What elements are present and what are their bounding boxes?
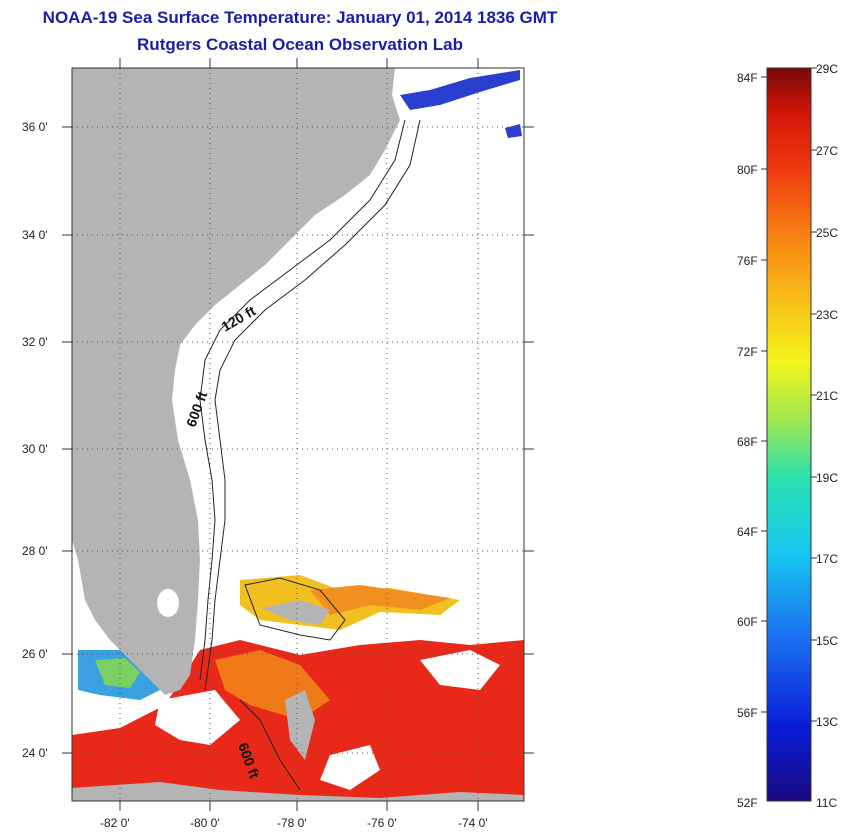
- map-title: NOAA-19 Sea Surface Temperature: January…: [42, 8, 558, 27]
- lake: [157, 589, 179, 617]
- contour-bahamas: [244, 577, 346, 641]
- bahamas-island: [262, 600, 330, 625]
- map-area: [72, 68, 524, 801]
- colorbar-f-label: 84F: [737, 71, 758, 85]
- colorbar-f-label: 68F: [737, 435, 758, 449]
- contour-600ft: [204, 119, 421, 691]
- cloud-patch-2: [320, 745, 380, 790]
- map-subtitle: Rutgers Coastal Ocean Observation Lab: [137, 35, 463, 54]
- contour-120ft: [199, 119, 406, 681]
- colorbar-c-label: 17C: [816, 552, 838, 566]
- colorbar: [766, 67, 812, 802]
- lon-label: -78 0': [277, 816, 307, 830]
- green-water-patch: [95, 658, 140, 688]
- colorbar-c-label: 27C: [816, 144, 838, 158]
- colorbar-c-label: 11C: [816, 796, 837, 810]
- colorbar-f-label: 60F: [737, 615, 758, 629]
- land-mass: [72, 68, 400, 695]
- colorbar-f-label: 52F: [737, 796, 758, 810]
- map-grid: [72, 68, 524, 801]
- lon-label: -80 0': [190, 816, 220, 830]
- map-frame: [71, 67, 525, 802]
- contour-south: [239, 699, 301, 791]
- lon-label: -76 0': [367, 816, 397, 830]
- cloud-patch-3: [420, 650, 500, 690]
- colorbar-c-label: 13C: [816, 715, 838, 729]
- colorbar-f-label: 72F: [737, 345, 758, 359]
- colorbar-f-label: 56F: [737, 706, 758, 720]
- lat-label: 30 0': [22, 442, 48, 456]
- colorbar-ticks: [761, 67, 817, 722]
- colorbar-c-label: 19C: [816, 471, 838, 485]
- colorbar-c-label: 15C: [816, 634, 838, 648]
- lat-label: 26 0': [22, 647, 48, 661]
- colorbar-c-label: 25C: [816, 226, 838, 240]
- lon-label: -82 0': [100, 816, 130, 830]
- cloud-patch: [155, 690, 240, 745]
- lat-label: 32 0': [22, 335, 48, 349]
- lat-label: 34 0': [22, 228, 48, 242]
- colorbar-c-label: 21C: [816, 389, 838, 403]
- lon-label: -74 0': [458, 816, 488, 830]
- cool-water-northeast: [400, 70, 520, 110]
- colorbar-c-label: 23C: [816, 308, 838, 322]
- colorbar-f-label: 64F: [737, 525, 758, 539]
- orange-band-region: [310, 585, 450, 615]
- bahamas-island-2: [285, 690, 315, 760]
- lat-label: 24 0': [22, 746, 48, 760]
- cuba-coast: [72, 782, 524, 801]
- colorbar-f-label: 80F: [737, 163, 758, 177]
- lat-label: 36 0': [22, 120, 48, 134]
- colorbar-f-label: 76F: [737, 254, 758, 268]
- axis-ticks: [62, 58, 534, 811]
- lat-label: 28 0': [22, 544, 48, 558]
- colorbar-c-label: 29C: [816, 62, 838, 76]
